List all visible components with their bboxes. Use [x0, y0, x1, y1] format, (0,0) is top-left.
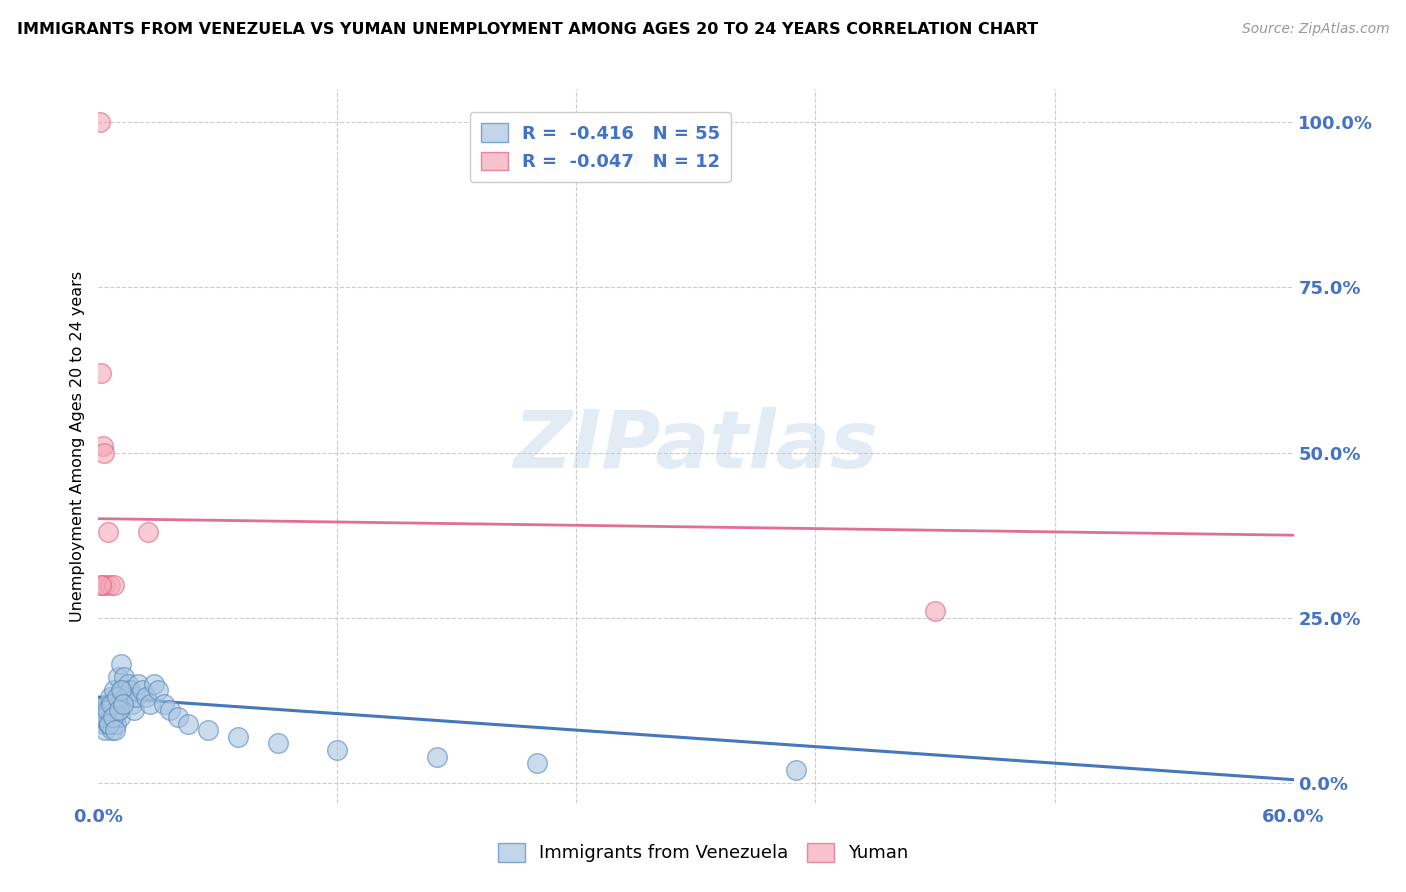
Point [93, 445, 115, 459]
Point [96, 703, 118, 717]
Point [177, 716, 200, 731]
Point [104, 710, 127, 724]
Legend: R =  -0.416   N = 55, R =  -0.047   N = 12: R = -0.416 N = 55, R = -0.047 N = 12 [470, 112, 731, 182]
Point [143, 677, 166, 691]
Point [97, 716, 120, 731]
Point [91, 716, 114, 731]
Point [91, 710, 114, 724]
Point [326, 743, 349, 757]
Point [167, 710, 190, 724]
Point [103, 697, 125, 711]
Point [924, 604, 946, 618]
Point [105, 690, 128, 704]
Point [110, 683, 132, 698]
Point [108, 697, 131, 711]
Point [159, 703, 181, 717]
Point [91, 578, 114, 592]
Point [98, 703, 121, 717]
Point [103, 683, 125, 698]
Point [125, 690, 148, 704]
Point [100, 710, 122, 724]
Point [131, 683, 153, 698]
Point [101, 723, 124, 738]
Point [197, 723, 219, 738]
Point [226, 730, 249, 744]
Point [93, 710, 115, 724]
Point [120, 683, 142, 698]
Point [124, 703, 146, 717]
Point [97, 524, 120, 539]
Point [121, 697, 143, 711]
Legend: Immigrants from Venezuela, Yuman: Immigrants from Venezuela, Yuman [491, 836, 915, 870]
Point [115, 690, 138, 704]
Point [105, 703, 128, 717]
Point [98, 578, 122, 592]
Text: ZIPatlas: ZIPatlas [513, 407, 879, 485]
Point [117, 677, 139, 691]
Point [96, 710, 118, 724]
Point [90, 578, 112, 592]
Point [127, 677, 149, 691]
Point [94, 578, 117, 592]
Point [148, 683, 170, 698]
Point [110, 657, 132, 671]
Point [98, 690, 122, 704]
Point [96, 697, 118, 711]
Text: IMMIGRANTS FROM VENEZUELA VS YUMAN UNEMPLOYMENT AMONG AGES 20 TO 24 YEARS CORREL: IMMIGRANTS FROM VENEZUELA VS YUMAN UNEMP… [17, 22, 1038, 37]
Point [153, 697, 176, 711]
Point [100, 697, 122, 711]
Point [90, 367, 112, 381]
Text: Source: ZipAtlas.com: Source: ZipAtlas.com [1241, 22, 1389, 37]
Point [112, 670, 135, 684]
Point [105, 716, 128, 731]
Point [101, 710, 124, 724]
Point [104, 723, 127, 738]
Point [107, 670, 129, 684]
Point [103, 578, 125, 592]
Y-axis label: Unemployment Among Ages 20 to 24 years: Unemployment Among Ages 20 to 24 years [70, 270, 86, 622]
Point [135, 690, 157, 704]
Point [111, 683, 134, 698]
Point [97, 716, 120, 731]
Point [93, 439, 115, 453]
Point [785, 763, 807, 777]
Point [93, 703, 115, 717]
Point [107, 703, 129, 717]
Point [136, 524, 159, 539]
Point [426, 749, 449, 764]
Point [526, 756, 548, 771]
Point [267, 736, 290, 750]
Point [139, 697, 162, 711]
Point [94, 723, 117, 738]
Point [89, 115, 111, 129]
Point [111, 697, 134, 711]
Point [110, 710, 132, 724]
